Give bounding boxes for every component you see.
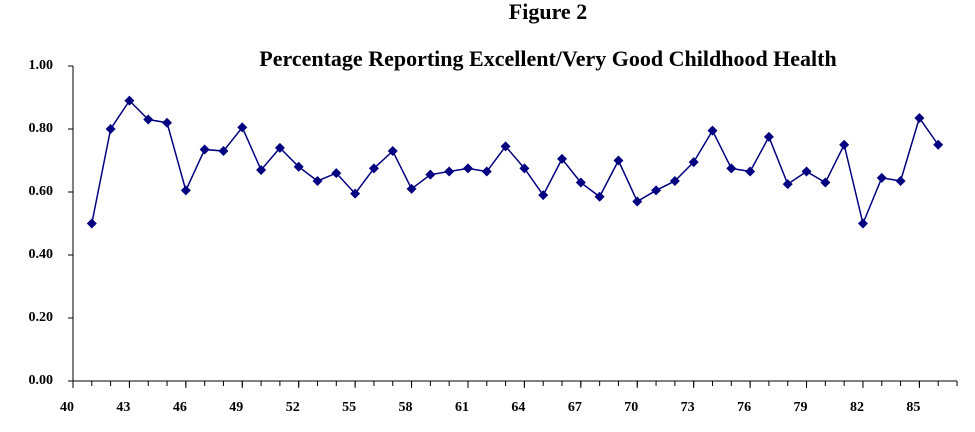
marker	[425, 169, 436, 180]
x-tick-label: 64	[511, 400, 525, 415]
marker	[632, 196, 643, 207]
marker	[933, 139, 944, 150]
marker	[274, 142, 285, 153]
marker	[481, 166, 492, 177]
marker	[500, 141, 511, 152]
x-tick-label: 52	[286, 400, 300, 415]
marker	[820, 177, 831, 188]
x-tick-label: 46	[173, 400, 187, 415]
y-tick-label: 0.80	[29, 121, 54, 136]
marker	[782, 179, 793, 190]
marker	[387, 146, 398, 157]
marker	[256, 164, 267, 175]
x-tick-label: 58	[399, 400, 413, 415]
x-tick-label: 67	[568, 400, 582, 415]
y-tick-label: 1.00	[29, 58, 54, 73]
x-tick-label: 55	[342, 400, 356, 415]
marker	[594, 191, 605, 202]
marker	[293, 161, 304, 172]
marker	[350, 188, 361, 199]
x-tick-label: 61	[455, 400, 469, 415]
marker	[331, 168, 342, 179]
x-tick-label: 82	[850, 400, 864, 415]
marker	[162, 117, 173, 128]
marker	[124, 95, 135, 106]
marker	[218, 146, 229, 157]
marker	[895, 175, 906, 186]
y-tick-label: 0.60	[29, 184, 54, 199]
marker	[538, 190, 549, 201]
x-tick-label: 76	[737, 400, 751, 415]
data-line	[91, 99, 939, 226]
marker	[688, 157, 699, 168]
x-tick-label: 40	[60, 400, 74, 415]
x-tick-label: 70	[624, 400, 638, 415]
marker	[669, 175, 680, 186]
x-tick-label: 85	[906, 400, 920, 415]
marker	[801, 166, 812, 177]
marker	[857, 218, 868, 229]
x-tick-label: 49	[229, 400, 243, 415]
marker	[312, 175, 323, 186]
marker	[368, 163, 379, 174]
marker	[199, 144, 210, 155]
marker	[839, 139, 850, 150]
marker	[237, 122, 248, 133]
marker	[519, 163, 530, 174]
marker	[876, 172, 887, 183]
chart-subtitle: Percentage Reporting Excellent/Very Good…	[259, 46, 836, 71]
marker	[86, 218, 97, 229]
y-tick-label: 0.00	[29, 373, 54, 388]
marker	[613, 155, 624, 166]
x-tick-label: 79	[794, 400, 808, 415]
marker	[914, 112, 925, 123]
x-tick-label: 73	[681, 400, 695, 415]
chart-title: Figure 2	[509, 0, 587, 24]
marker	[707, 125, 718, 136]
marker	[651, 185, 662, 196]
marker	[180, 185, 191, 196]
marker	[143, 114, 154, 125]
marker	[575, 177, 586, 188]
y-tick-label: 0.20	[29, 310, 54, 325]
marker	[444, 166, 455, 177]
marker	[745, 166, 756, 177]
marker	[763, 131, 774, 142]
y-tick-label: 0.40	[29, 247, 54, 262]
marker	[726, 163, 737, 174]
marker	[557, 153, 568, 164]
marker	[105, 124, 116, 134]
marker	[406, 183, 417, 194]
marker	[462, 163, 473, 174]
x-tick-label: 43	[116, 400, 130, 415]
